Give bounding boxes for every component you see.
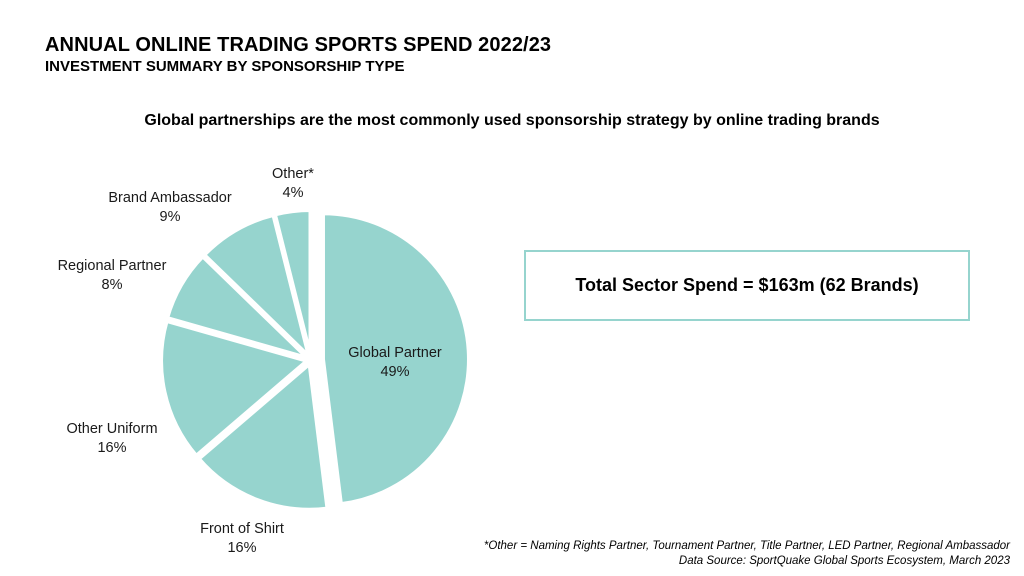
slice-value-other: 4% [283, 185, 304, 201]
slice-label-other: Other* [272, 166, 314, 182]
pie-slice-other-uniform [159, 318, 310, 458]
total-spend-box: Total Sector Spend = $163m (62 Brands) [524, 250, 970, 321]
slice-label-global-partner: Global Partner [348, 345, 442, 361]
slice-label-other-uniform: Other Uniform [66, 421, 157, 437]
pie-slice-regional-partner [165, 254, 310, 360]
slice-label-front-of-shirt: Front of Shirt [200, 521, 284, 537]
footnote: *Other = Naming Rights Partner, Tourname… [484, 539, 1010, 569]
slice-value-global-partner: 49% [380, 364, 409, 380]
pie-slice-other [272, 208, 313, 359]
slice-value-brand-ambassador: 9% [160, 209, 181, 225]
slice-value-regional-partner: 8% [102, 277, 123, 293]
slice-label-regional-partner: Regional Partner [58, 258, 167, 274]
pie-slice-front-of-shirt [196, 361, 330, 512]
slice-value-other-uniform: 16% [97, 440, 126, 456]
footnote-other-definition: *Other = Naming Rights Partner, Tourname… [483, 540, 1010, 552]
chart-subtitle: INVESTMENT SUMMARY BY SPONSORSHIP TYPE [45, 58, 405, 75]
total-spend-text: Total Sector Spend = $163m (62 Brands) [575, 275, 919, 295]
slice-value-front-of-shirt: 16% [227, 540, 256, 556]
chart-headline: Global partnerships are the most commonl… [144, 112, 880, 129]
slice-label-brand-ambassador: Brand Ambassador [108, 190, 231, 206]
footnote-data-source: Data Source: SportQuake Global Sports Ec… [678, 555, 1010, 567]
pie-slice-brand-ambassador [202, 212, 311, 359]
pie-slice-global-partner [320, 211, 471, 507]
chart-title: ANNUAL ONLINE TRADING SPORTS SPEND 2022/… [45, 34, 552, 56]
